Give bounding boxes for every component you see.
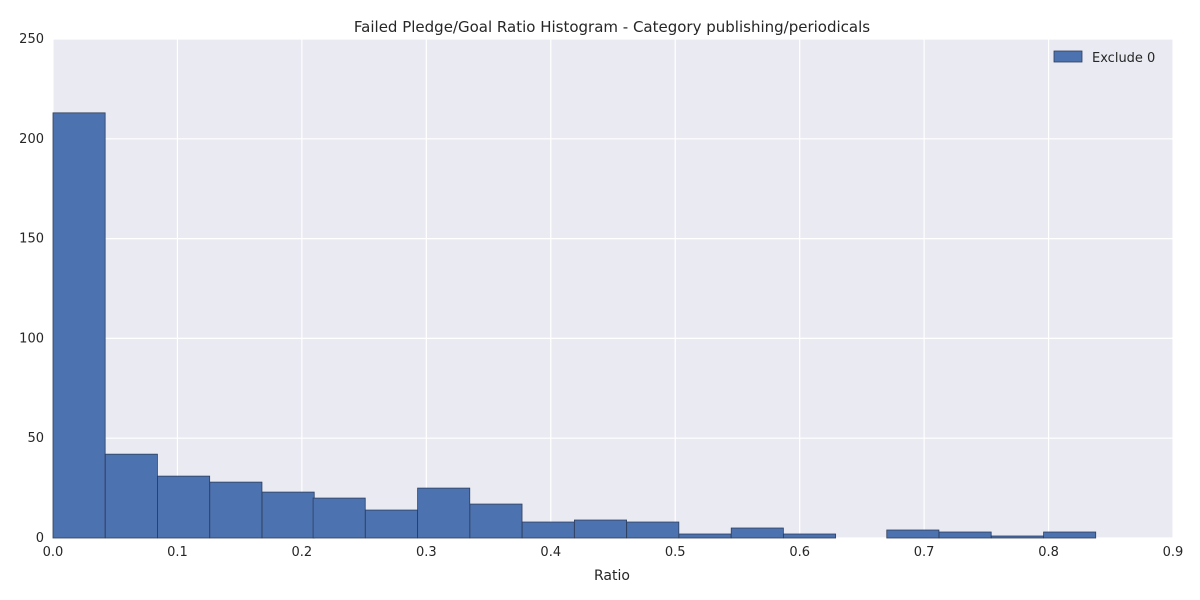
- x-tick-label: 0.8: [1038, 545, 1059, 560]
- chart-title: Failed Pledge/Goal Ratio Histogram - Cat…: [354, 18, 870, 36]
- y-tick-label: 100: [19, 331, 44, 346]
- histogram-bar: [990, 535, 1044, 539]
- x-axis-ticks: 0.0 0.1 0.2 0.3 0.4 0.5 0.6 0.7 0.8 0.9: [43, 545, 1184, 560]
- x-tick-label: 0.9: [1163, 545, 1184, 560]
- legend-label-exclude-0: Exclude 0: [1092, 51, 1155, 66]
- histogram-bar: [209, 481, 263, 539]
- legend-swatch: [1053, 50, 1083, 63]
- x-tick-label: 0.3: [416, 545, 437, 560]
- x-tick-label: 0.0: [43, 545, 64, 560]
- x-tick-label: 0.2: [292, 545, 313, 560]
- histogram-bar: [157, 475, 211, 539]
- x-tick-label: 0.6: [789, 545, 810, 560]
- legend: Exclude 0: [1053, 50, 1155, 66]
- histogram-bar: [521, 521, 575, 539]
- histogram-bar: [730, 527, 784, 539]
- y-tick-label: 0: [36, 531, 44, 546]
- bars: [52, 112, 1097, 539]
- histogram-bar: [783, 533, 837, 539]
- histogram-bar: [469, 503, 523, 539]
- y-tick-label: 200: [19, 132, 44, 147]
- histogram-bar: [1043, 531, 1097, 539]
- plot-area: [53, 39, 1173, 538]
- x-tick-label: 0.4: [540, 545, 561, 560]
- x-axis-label: Ratio: [594, 568, 630, 584]
- x-tick-label: 0.5: [665, 545, 686, 560]
- y-tick-label: 50: [27, 431, 44, 446]
- histogram-bar: [52, 112, 106, 539]
- histogram-bar: [364, 509, 418, 539]
- histogram-bar: [938, 531, 992, 539]
- y-axis-ticks: 0 50 100 150 200 250: [19, 32, 44, 546]
- histogram-bar: [312, 497, 366, 539]
- y-tick-label: 250: [19, 32, 44, 47]
- histogram-bar: [417, 487, 471, 539]
- histogram-bar: [886, 529, 940, 539]
- y-tick-label: 150: [19, 232, 44, 247]
- histogram-bar: [574, 519, 627, 539]
- histogram-bar: [626, 521, 680, 539]
- histogram-bar: [678, 533, 732, 539]
- histogram-bar: [104, 453, 158, 539]
- x-tick-label: 0.1: [167, 545, 188, 560]
- histogram-bar: [261, 491, 315, 539]
- x-tick-label: 0.7: [914, 545, 935, 560]
